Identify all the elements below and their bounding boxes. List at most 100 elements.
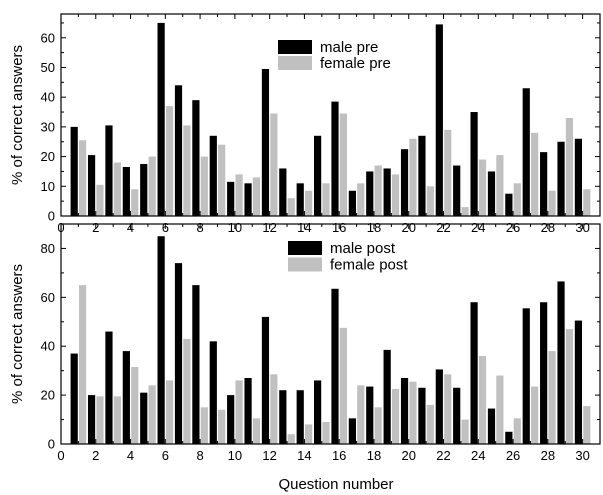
bar-male-pre-q18 <box>366 171 374 216</box>
bar-male-pre-q3 <box>105 125 113 216</box>
bar-female-pre-q20 <box>409 138 417 216</box>
y-tick-label: 20 <box>41 388 55 403</box>
x-tick-label: 14 <box>297 448 311 463</box>
bar-male-pre-q19 <box>383 168 391 216</box>
x-tick-label: 18 <box>367 448 381 463</box>
bar-male-post-q15 <box>314 380 322 444</box>
bar-male-pre-q26 <box>505 193 513 216</box>
bar-female-post-q15 <box>322 422 330 444</box>
bar-male-post-q1 <box>70 353 78 444</box>
bar-female-pre-q4 <box>131 189 139 216</box>
y-tick-label: 40 <box>41 90 55 105</box>
bar-female-pre-q5 <box>148 156 156 216</box>
legend-swatch-female-pre <box>278 56 312 70</box>
bar-male-post-q24 <box>470 302 478 444</box>
bar-male-pre-q22 <box>435 24 443 217</box>
y-tick-label: 30 <box>41 119 55 134</box>
series-female-pre <box>78 106 591 216</box>
y-tick-label: 40 <box>41 339 55 354</box>
bar-male-post-q3 <box>105 331 113 444</box>
bar-female-pre-q23 <box>461 207 469 216</box>
bar-female-pre-q21 <box>426 186 434 216</box>
plot-frame <box>60 223 601 445</box>
x-tick-label: 20 <box>402 448 416 463</box>
bar-female-post-q20 <box>409 381 417 444</box>
bar-female-post-q28 <box>548 351 556 444</box>
bar-female-post-q5 <box>148 385 156 444</box>
x-tick-label: 0 <box>57 448 64 463</box>
bar-female-post-q16 <box>339 327 347 444</box>
bar-male-post-q10 <box>227 395 235 444</box>
y-axis-title: % of correct answers <box>9 45 26 185</box>
bar-female-post-q11 <box>252 418 261 444</box>
bar-female-pre-q8 <box>200 156 208 216</box>
bar-male-pre-q5 <box>140 164 148 216</box>
bar-male-pre-q12 <box>261 68 270 217</box>
bar-male-pre-q4 <box>122 166 130 216</box>
bar-male-post-q30 <box>574 320 583 444</box>
bar-male-post-q27 <box>522 308 530 444</box>
bar-male-post-q4 <box>122 351 130 444</box>
bar-female-post-q7 <box>183 338 191 444</box>
bar-male-post-q19 <box>383 349 391 444</box>
y-tick-label: 0 <box>48 437 55 452</box>
bar-female-post-q23 <box>461 419 469 444</box>
bar-male-post-q14 <box>296 390 304 444</box>
bar-female-pre-q6 <box>165 106 174 216</box>
bar-male-post-q7 <box>174 263 183 444</box>
bar-female-pre-q10 <box>235 174 243 216</box>
bar-female-pre-q24 <box>478 159 487 216</box>
bar-male-post-q25 <box>487 408 496 444</box>
series-male-post <box>70 236 583 444</box>
bar-female-post-q29 <box>565 329 574 444</box>
legend-swatch-female-post <box>288 257 322 272</box>
y-ticks: 0 20 40 60 80 <box>41 223 600 452</box>
bar-female-post-q17 <box>357 385 365 444</box>
bar-female-post-q24 <box>478 356 487 444</box>
bar-female-pre-q13 <box>287 198 295 216</box>
bar-female-post-q12 <box>270 374 278 444</box>
top-panel-pre: 0246810121416182022242628300102030405060… <box>9 13 601 235</box>
bar-male-pre-q30 <box>574 138 583 216</box>
bar-female-post-q26 <box>513 418 521 444</box>
bar-male-post-q12 <box>261 316 270 444</box>
bar-female-pre-q16 <box>339 113 347 216</box>
bar-female-pre-q25 <box>496 155 504 216</box>
y-tick-label: 60 <box>41 290 55 305</box>
legend-swatch-male-post <box>288 241 322 255</box>
bar-male-pre-q25 <box>487 171 496 216</box>
x-tick-label: 8 <box>196 448 203 463</box>
bar-female-post-q2 <box>96 396 104 444</box>
bar-male-post-q28 <box>540 302 548 444</box>
bar-female-post-q22 <box>444 374 452 444</box>
bar-male-pre-q15 <box>314 135 322 216</box>
y-tick-label: 80 <box>41 241 55 256</box>
bar-female-post-q13 <box>287 434 295 444</box>
bar-male-pre-q2 <box>87 155 96 216</box>
bar-female-post-q19 <box>391 389 400 444</box>
bar-male-pre-q6 <box>157 22 165 216</box>
bar-male-pre-q23 <box>453 165 461 216</box>
bar-female-pre-q19 <box>391 174 400 216</box>
x-tick-label: 24 <box>471 448 485 463</box>
bar-female-pre-q1 <box>78 140 87 216</box>
bar-female-pre-q26 <box>513 183 521 216</box>
bar-male-post-q9 <box>209 341 217 444</box>
bar-male-pre-q11 <box>244 183 252 216</box>
bar-male-post-q8 <box>192 285 200 444</box>
bar-female-pre-q2 <box>96 184 104 216</box>
bar-male-post-q11 <box>244 378 252 444</box>
bar-female-post-q10 <box>235 380 243 444</box>
bar-male-pre-q24 <box>470 112 478 216</box>
bar-male-pre-q8 <box>192 100 200 216</box>
bar-male-pre-q21 <box>418 135 426 216</box>
bar-female-pre-q12 <box>270 113 278 216</box>
bar-female-pre-q30 <box>583 189 591 216</box>
bar-female-pre-q17 <box>357 183 365 216</box>
bar-female-post-q27 <box>531 386 539 444</box>
bar-male-post-q17 <box>348 418 356 444</box>
